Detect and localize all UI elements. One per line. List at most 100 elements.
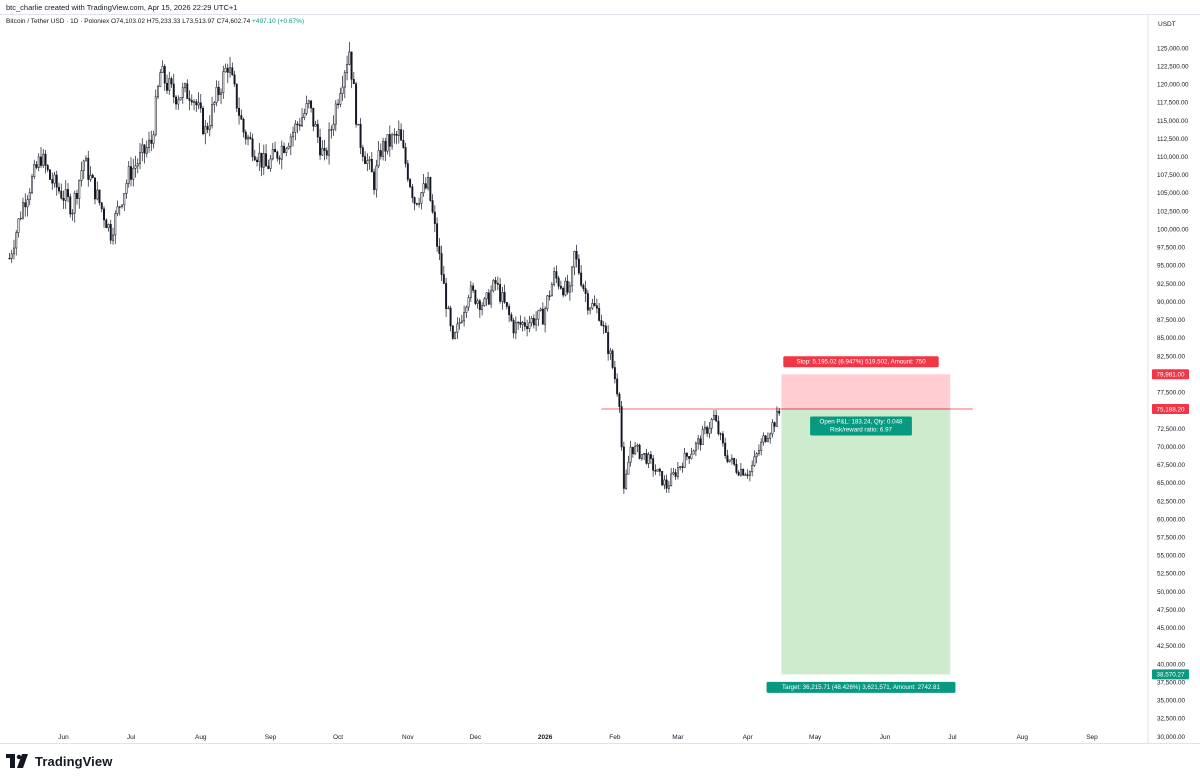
tradingview-logo-icon bbox=[6, 754, 28, 768]
target-label-bg bbox=[766, 681, 956, 693]
candle-body bbox=[224, 67, 227, 73]
candle-body bbox=[150, 139, 153, 144]
candle-body bbox=[231, 67, 234, 76]
candle-body bbox=[773, 422, 776, 427]
candle-body bbox=[638, 444, 641, 459]
candle-body bbox=[478, 300, 481, 310]
candle-body bbox=[406, 163, 409, 180]
candle-body bbox=[413, 197, 416, 204]
candle-body bbox=[105, 219, 108, 229]
candle-body bbox=[692, 450, 695, 455]
candle-body bbox=[582, 284, 585, 289]
y-tick-label: 70,000.00 bbox=[1157, 444, 1186, 451]
candle-body bbox=[735, 464, 738, 473]
candle-body bbox=[355, 83, 358, 125]
x-tick-label: Jun bbox=[58, 734, 69, 741]
candle-body bbox=[690, 453, 693, 459]
x-tick-label: Nov bbox=[402, 734, 414, 741]
candle-body bbox=[161, 66, 164, 73]
candle-body bbox=[523, 322, 526, 327]
candle-body bbox=[555, 271, 558, 279]
candle-body bbox=[116, 206, 119, 214]
candle-body bbox=[647, 454, 650, 464]
candle-body bbox=[312, 107, 315, 127]
candle-body bbox=[82, 160, 85, 171]
x-tick-label: Sep bbox=[1086, 734, 1098, 741]
candle-body bbox=[107, 224, 110, 229]
candle-body bbox=[404, 147, 407, 164]
y-tick-label: 67,500.00 bbox=[1157, 462, 1186, 469]
candle-body bbox=[35, 164, 38, 168]
y-tick-label: 45,000.00 bbox=[1157, 625, 1186, 632]
candle-body bbox=[622, 446, 625, 489]
entry-price-tag: 75,188.20 bbox=[1156, 406, 1185, 413]
candle-body bbox=[415, 203, 418, 205]
candle-body bbox=[159, 72, 162, 87]
candle-body bbox=[321, 148, 324, 156]
candle-body bbox=[280, 145, 283, 160]
candle-body bbox=[265, 153, 268, 167]
candle-body bbox=[627, 461, 630, 475]
symbol-name[interactable]: Bitcoin / Tether USD · 1D · Poloniex bbox=[6, 18, 110, 25]
candle-body bbox=[481, 305, 484, 310]
candle-body bbox=[460, 320, 463, 323]
candle-body bbox=[213, 102, 216, 105]
y-tick-label: 52,500.00 bbox=[1157, 571, 1186, 578]
candle-body bbox=[440, 253, 443, 275]
candle-body bbox=[204, 126, 207, 135]
candle-body bbox=[755, 453, 758, 458]
candle-body bbox=[98, 189, 101, 204]
time-axis[interactable]: Jun Jul Aug Sep Oct Nov Dec 2026 Feb Mar Apr May Jun… bbox=[58, 734, 1098, 741]
candle-body bbox=[71, 212, 74, 215]
y-tick-label: 112,500.00 bbox=[1157, 136, 1189, 143]
symbol-legend[interactable]: Bitcoin / Tether USD · 1D · Poloniex O74… bbox=[6, 18, 304, 25]
candle-body bbox=[424, 183, 427, 189]
candle-body bbox=[130, 166, 132, 180]
tradingview-logo[interactable]: TradingView bbox=[6, 752, 112, 770]
candle-body bbox=[229, 67, 232, 73]
y-tick-label: 97,500.00 bbox=[1157, 245, 1186, 252]
y-tick-label: 32,500.00 bbox=[1157, 716, 1186, 723]
candle-body bbox=[589, 307, 592, 311]
candle-body bbox=[418, 203, 421, 205]
candle-body bbox=[496, 283, 499, 285]
candle-body bbox=[136, 163, 139, 167]
stop-label-bg bbox=[783, 356, 939, 368]
position-tool[interactable] bbox=[601, 374, 973, 675]
candle-body bbox=[249, 136, 252, 140]
pnl-label-bg bbox=[810, 416, 912, 436]
candle-body bbox=[431, 200, 434, 213]
price-axis[interactable]: USDT 30,000.00 32,500.00 35,000.00 37,500.00… bbox=[1147, 14, 1189, 744]
candle-body bbox=[143, 144, 146, 154]
candle-body bbox=[566, 280, 569, 293]
candle-body bbox=[184, 83, 187, 89]
candle-body bbox=[51, 179, 54, 184]
candle-body bbox=[645, 453, 648, 464]
candle-body bbox=[557, 277, 560, 287]
y-tick-label: 110,000.00 bbox=[1157, 154, 1189, 161]
candle-body bbox=[771, 422, 774, 435]
candle-body bbox=[28, 192, 31, 200]
candle-body bbox=[739, 468, 742, 476]
candle-body bbox=[663, 479, 666, 486]
candle-body bbox=[681, 466, 684, 468]
candle-body bbox=[19, 217, 22, 220]
candle-body bbox=[366, 160, 369, 165]
candle-body bbox=[346, 64, 349, 74]
candle-body bbox=[670, 473, 673, 487]
candle-body bbox=[305, 103, 308, 114]
candle-body bbox=[179, 97, 182, 101]
candle-body bbox=[616, 378, 619, 395]
candle-body bbox=[395, 133, 398, 136]
candle-body bbox=[625, 473, 628, 489]
y-tick-label: 72,500.00 bbox=[1157, 426, 1186, 433]
candle-body bbox=[152, 134, 155, 144]
candle-body bbox=[548, 295, 551, 297]
candle-body bbox=[370, 159, 373, 173]
candle-body bbox=[658, 468, 661, 472]
candle-body bbox=[649, 454, 652, 459]
y-tick-label: 125,000.00 bbox=[1157, 45, 1189, 52]
candle-body bbox=[118, 206, 121, 208]
candle-body bbox=[24, 202, 27, 208]
